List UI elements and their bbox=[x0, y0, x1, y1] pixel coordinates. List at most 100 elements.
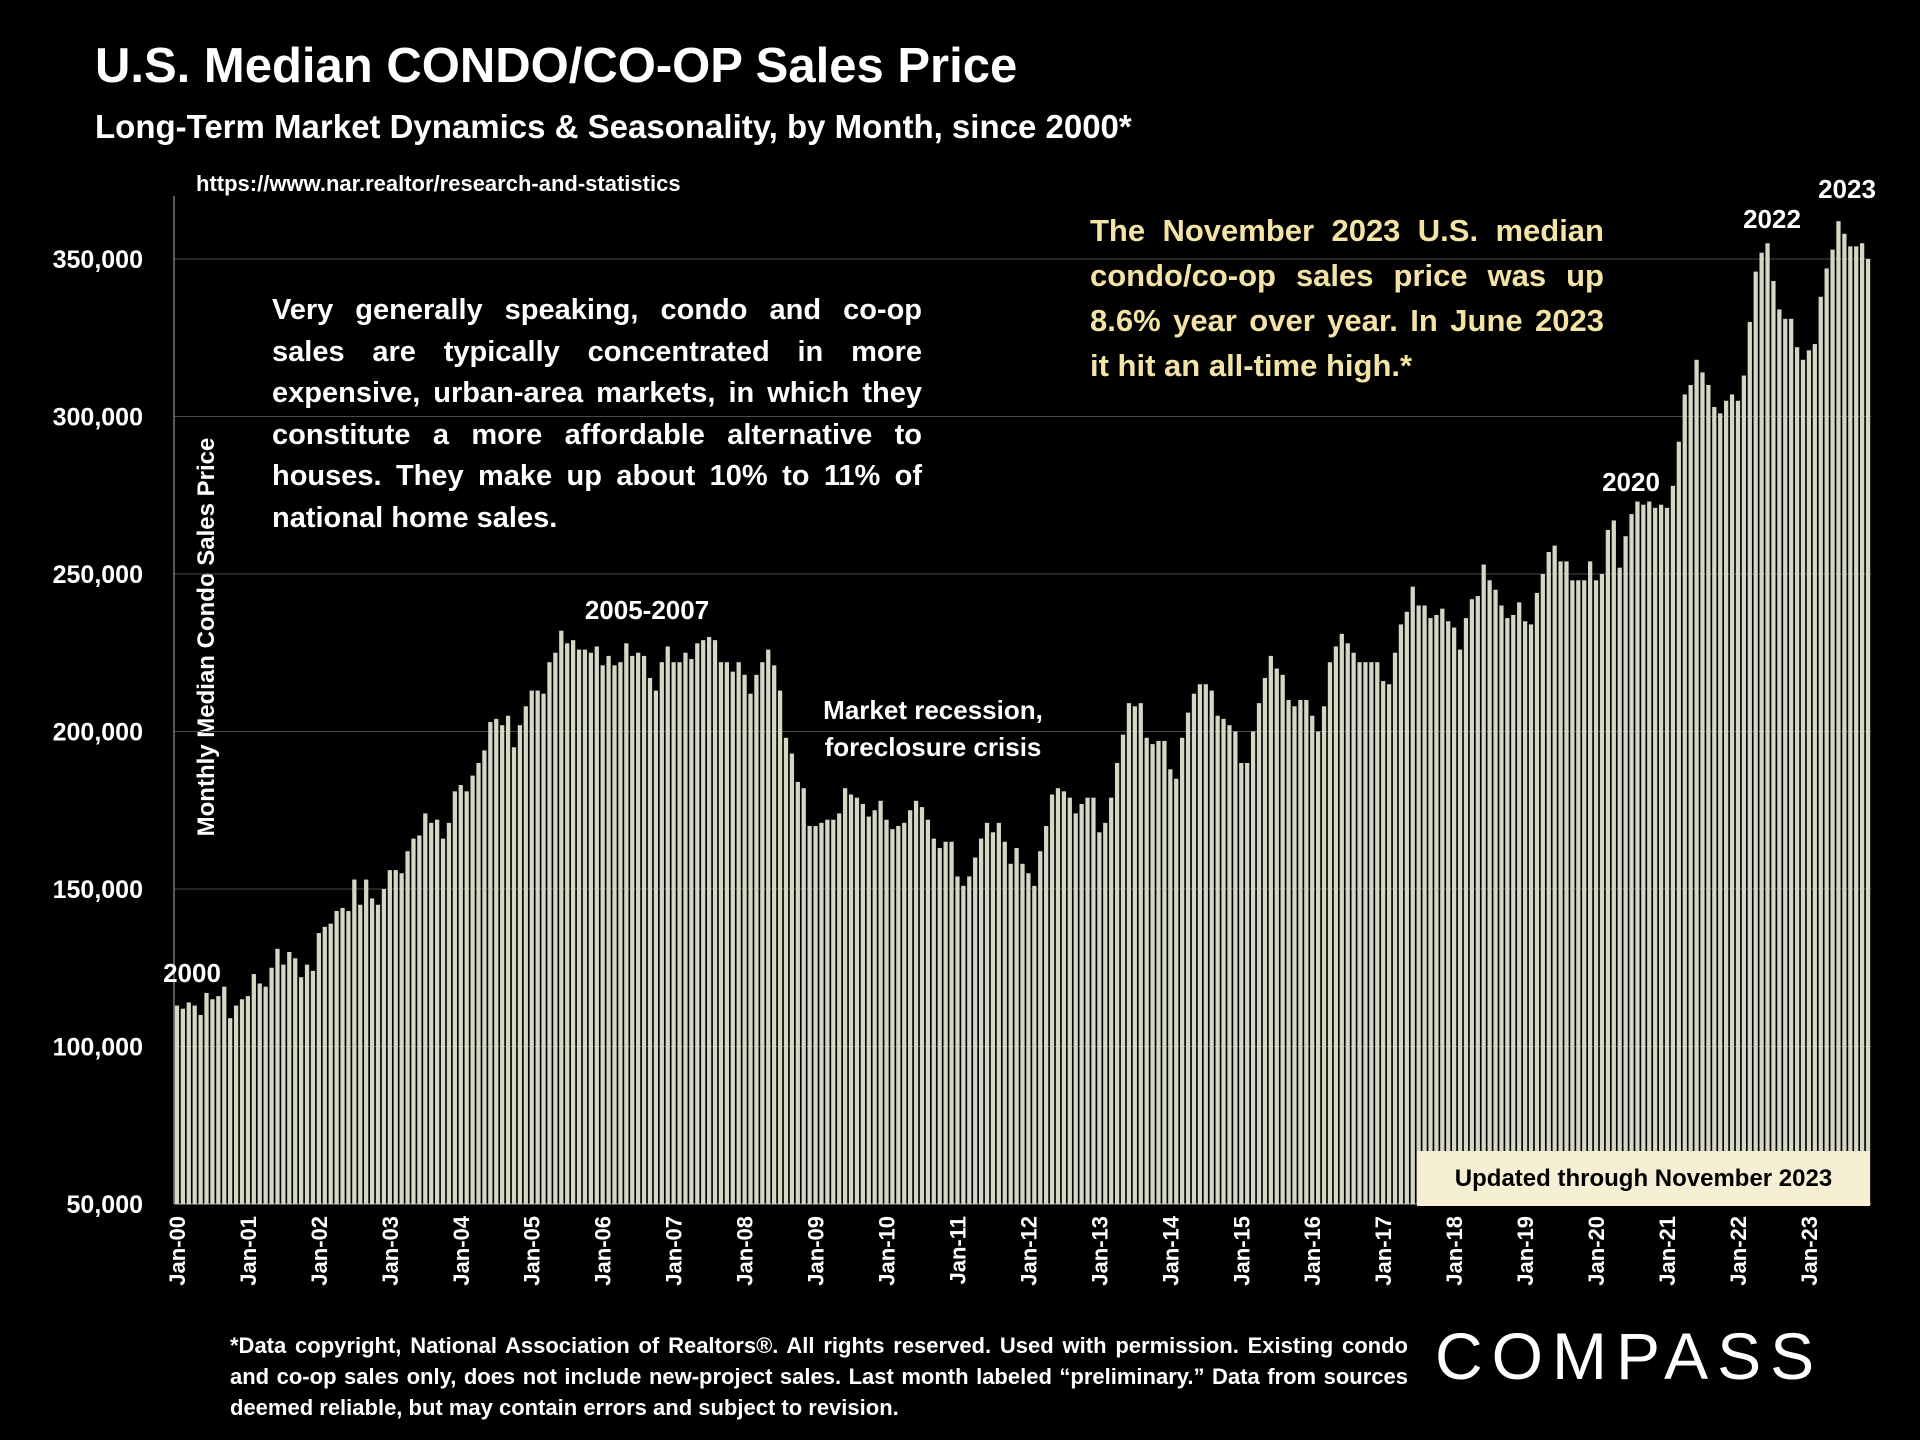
bar bbox=[1020, 863, 1025, 1204]
bar bbox=[1097, 832, 1102, 1204]
bar bbox=[1138, 703, 1143, 1204]
bar bbox=[594, 646, 599, 1204]
bar bbox=[860, 803, 865, 1204]
bar bbox=[1375, 662, 1380, 1204]
bar bbox=[1120, 734, 1126, 1204]
bar bbox=[677, 662, 682, 1204]
bar bbox=[1150, 744, 1155, 1204]
bar bbox=[925, 819, 931, 1204]
bar bbox=[204, 992, 209, 1204]
x-tick-label: Jan-23 bbox=[1797, 1216, 1822, 1286]
bar bbox=[1676, 441, 1681, 1204]
bar bbox=[754, 674, 759, 1204]
annotation: 2022 bbox=[1743, 204, 1801, 234]
bar bbox=[1203, 684, 1208, 1204]
bar bbox=[275, 948, 280, 1204]
bar bbox=[831, 819, 836, 1204]
bar bbox=[1292, 706, 1297, 1204]
bar bbox=[931, 838, 936, 1204]
bar bbox=[1452, 627, 1457, 1204]
bar bbox=[352, 879, 357, 1204]
bar bbox=[1842, 233, 1847, 1205]
bar bbox=[174, 1005, 180, 1204]
note: Very generally speaking, condo and co-op… bbox=[272, 294, 922, 534]
x-tick-label: Jan-00 bbox=[165, 1216, 190, 1286]
bar bbox=[783, 737, 789, 1204]
bar bbox=[706, 637, 712, 1204]
bar bbox=[1422, 605, 1427, 1204]
footnote: *Data copyright, National Association of… bbox=[230, 1333, 1408, 1420]
bar bbox=[1623, 536, 1628, 1204]
bar bbox=[1185, 712, 1191, 1204]
bar bbox=[1398, 624, 1404, 1204]
bar bbox=[1363, 662, 1368, 1204]
bar bbox=[1180, 737, 1185, 1204]
bar bbox=[358, 904, 363, 1204]
x-tick-label: Jan-20 bbox=[1584, 1216, 1609, 1286]
bar bbox=[1712, 407, 1717, 1204]
source-url: https://www.nar.realtor/research-and-sta… bbox=[196, 171, 681, 196]
bar bbox=[1747, 322, 1752, 1204]
bar bbox=[1144, 737, 1149, 1204]
bar bbox=[304, 964, 310, 1204]
bar bbox=[842, 788, 848, 1204]
bar bbox=[890, 829, 895, 1204]
x-tick-label: Jan-13 bbox=[1087, 1216, 1112, 1286]
bar bbox=[1848, 246, 1853, 1204]
bar bbox=[1049, 794, 1055, 1204]
x-tick-label: Jan-10 bbox=[875, 1216, 900, 1286]
bar bbox=[795, 781, 800, 1204]
annotation: Market recession, foreclosure crisis bbox=[823, 695, 1043, 762]
bar bbox=[505, 715, 511, 1204]
bar bbox=[1759, 252, 1764, 1204]
bar bbox=[328, 923, 333, 1204]
bar bbox=[582, 649, 588, 1204]
bar bbox=[210, 999, 215, 1204]
x-tick-label: Jan-07 bbox=[662, 1216, 687, 1286]
bar bbox=[1256, 703, 1262, 1204]
bar bbox=[671, 662, 676, 1204]
bar bbox=[287, 952, 292, 1204]
y-tick-label: 100,000 bbox=[53, 1034, 143, 1062]
bar bbox=[476, 763, 481, 1204]
bar bbox=[434, 819, 440, 1204]
bar bbox=[813, 826, 818, 1204]
bar bbox=[1038, 851, 1043, 1204]
bar bbox=[1156, 740, 1161, 1204]
bar bbox=[1505, 618, 1510, 1204]
bar bbox=[789, 753, 795, 1204]
bar bbox=[364, 879, 369, 1204]
bar bbox=[310, 970, 316, 1204]
bar bbox=[1475, 596, 1480, 1204]
bar bbox=[1386, 684, 1392, 1204]
bar bbox=[1700, 372, 1705, 1204]
bar bbox=[511, 747, 517, 1204]
bar bbox=[1658, 504, 1664, 1204]
bar bbox=[1481, 564, 1486, 1204]
bar bbox=[1789, 318, 1794, 1205]
bar bbox=[470, 775, 475, 1204]
bar bbox=[222, 986, 227, 1204]
bar bbox=[417, 835, 422, 1204]
bar bbox=[1345, 643, 1350, 1204]
bar bbox=[1351, 652, 1356, 1204]
bar bbox=[825, 819, 830, 1204]
bar bbox=[1239, 763, 1244, 1204]
bar bbox=[1286, 700, 1291, 1204]
bar bbox=[712, 640, 718, 1204]
y-axis-label: Monthly Median Condo Sales Price bbox=[193, 438, 220, 837]
bar bbox=[1274, 668, 1279, 1204]
bar bbox=[1570, 580, 1575, 1204]
bar bbox=[801, 788, 806, 1204]
bar bbox=[819, 822, 824, 1204]
x-tick-label: Jan-09 bbox=[804, 1216, 829, 1286]
bar bbox=[1463, 618, 1469, 1204]
bar bbox=[239, 999, 245, 1204]
bar bbox=[1197, 684, 1203, 1204]
bar bbox=[1593, 580, 1599, 1204]
bar bbox=[730, 671, 735, 1204]
y-tick-label: 200,000 bbox=[53, 719, 143, 747]
bar bbox=[1629, 514, 1634, 1204]
bar bbox=[990, 832, 996, 1204]
bar bbox=[1777, 309, 1782, 1204]
